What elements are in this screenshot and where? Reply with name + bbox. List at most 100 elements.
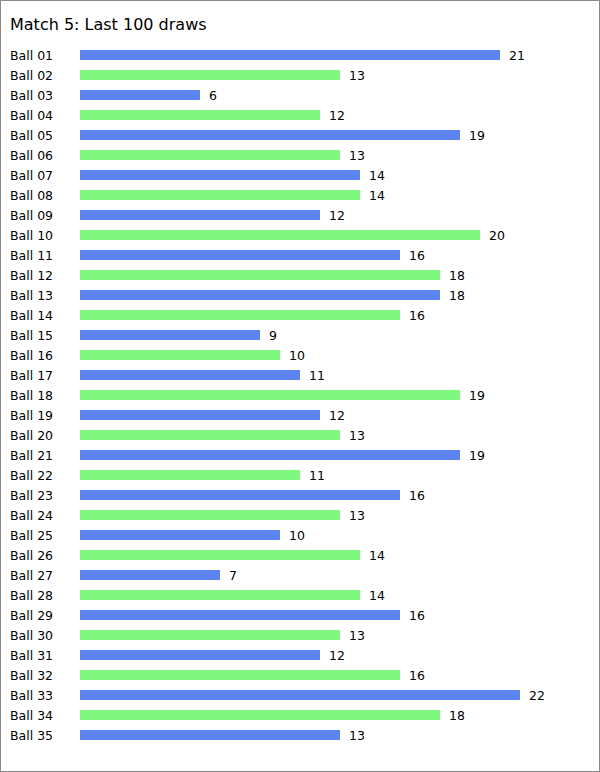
bar [80, 110, 320, 120]
bar [80, 670, 400, 680]
category-label: Ball 12 [10, 268, 53, 283]
bar [80, 690, 520, 700]
data-label: 19 [469, 448, 485, 463]
data-label: 12 [329, 208, 345, 223]
category-label: Ball 07 [10, 168, 53, 183]
category-label: Ball 04 [10, 108, 53, 123]
data-label: 12 [329, 648, 345, 663]
category-label: Ball 09 [10, 208, 53, 223]
category-label: Ball 16 [10, 348, 53, 363]
bar [80, 470, 300, 480]
data-label: 11 [309, 468, 325, 483]
category-label: Ball 01 [10, 48, 53, 63]
category-label: Ball 15 [10, 328, 53, 343]
title: Match 5: Last 100 draws [10, 15, 207, 34]
bar [80, 350, 280, 360]
data-label: 12 [329, 108, 345, 123]
data-label: 13 [349, 428, 365, 443]
bar [80, 550, 360, 560]
category-label: Ball 25 [10, 528, 53, 543]
bar [80, 370, 300, 380]
data-label: 13 [349, 148, 365, 163]
category-label: Ball 18 [10, 388, 53, 403]
bar [80, 490, 400, 500]
data-label: 13 [349, 628, 365, 643]
data-label: 16 [409, 488, 425, 503]
category-label: Ball 33 [10, 688, 53, 703]
data-label: 10 [289, 348, 305, 363]
labels: Ball 01 21 Ball 02 13 Ball 03 6 Ball 04 12 Ball … [10, 48, 545, 743]
category-label: Ball 20 [10, 428, 53, 443]
bar [80, 650, 320, 660]
bar [80, 430, 340, 440]
bar [80, 710, 440, 720]
data-label: 16 [409, 668, 425, 683]
category-label: Ball 26 [10, 548, 53, 563]
category-label: Ball 32 [10, 668, 53, 683]
category-label: Ball 23 [10, 488, 53, 503]
bar [80, 170, 360, 180]
category-label: Ball 02 [10, 68, 53, 83]
frame [1, 1, 600, 772]
data-label: 16 [409, 608, 425, 623]
category-label: Ball 03 [10, 88, 53, 103]
category-label: Ball 22 [10, 468, 53, 483]
data-label: 14 [369, 188, 385, 203]
category-label: Ball 31 [10, 648, 53, 663]
data-label: 6 [209, 88, 217, 103]
category-label: Ball 30 [10, 628, 53, 643]
bar [80, 390, 460, 400]
category-label: Ball 21 [10, 448, 53, 463]
bars [80, 50, 520, 740]
bar [80, 530, 280, 540]
bar [80, 730, 340, 740]
bar [80, 290, 440, 300]
category-label: Ball 05 [10, 128, 53, 143]
data-label: 7 [229, 568, 237, 583]
category-label: Ball 11 [10, 248, 53, 263]
bar [80, 250, 400, 260]
bar [80, 410, 320, 420]
bar [80, 230, 480, 240]
data-label: 18 [449, 708, 465, 723]
bar [80, 130, 460, 140]
category-label: Ball 06 [10, 148, 53, 163]
bar [80, 150, 340, 160]
bar [80, 270, 440, 280]
data-label: 21 [509, 48, 525, 63]
category-label: Ball 27 [10, 568, 53, 583]
category-label: Ball 29 [10, 608, 53, 623]
bar [80, 510, 340, 520]
category-label: Ball 17 [10, 368, 53, 383]
data-label: 18 [449, 268, 465, 283]
data-label: 13 [349, 68, 365, 83]
bar [80, 610, 400, 620]
category-label: Ball 28 [10, 588, 53, 603]
data-label: 18 [449, 288, 465, 303]
data-label: 12 [329, 408, 345, 423]
category-label: Ball 19 [10, 408, 53, 423]
data-label: 19 [469, 388, 485, 403]
data-label: 14 [369, 548, 385, 563]
category-label: Ball 24 [10, 508, 53, 523]
category-label: Ball 13 [10, 288, 53, 303]
data-label: 22 [529, 688, 545, 703]
bar [80, 50, 500, 60]
category-label: Ball 10 [10, 228, 53, 243]
bar [80, 190, 360, 200]
data-label: 16 [409, 308, 425, 323]
bar [80, 330, 260, 340]
bar [80, 590, 360, 600]
bar [80, 90, 200, 100]
chart: Match 5: Last 100 draws Ball 01 21 Ball 02 1… [0, 0, 600, 772]
data-label: 13 [349, 728, 365, 743]
bar [80, 310, 400, 320]
data-label: 13 [349, 508, 365, 523]
data-label: 19 [469, 128, 485, 143]
category-label: Ball 14 [10, 308, 53, 323]
category-label: Ball 08 [10, 188, 53, 203]
data-label: 14 [369, 168, 385, 183]
bar [80, 630, 340, 640]
data-label: 20 [489, 228, 505, 243]
bar [80, 70, 340, 80]
